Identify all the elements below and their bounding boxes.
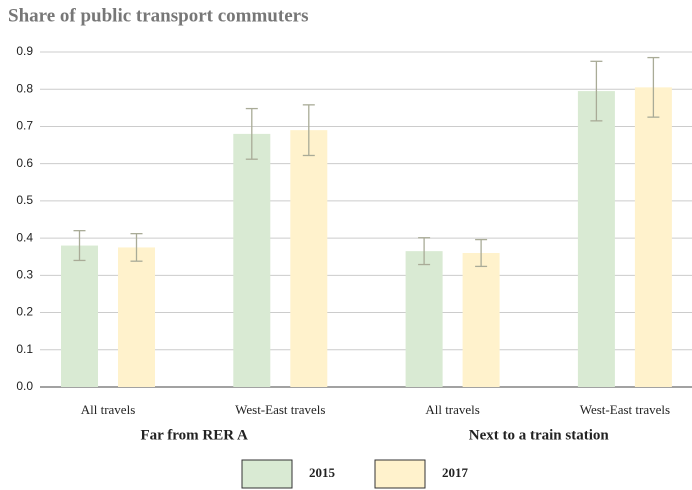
- bar: [634, 87, 672, 387]
- error-bar: [590, 60, 603, 122]
- legend-swatch: [374, 459, 426, 489]
- error-bar: [418, 237, 431, 266]
- bar: [290, 130, 328, 387]
- bar: [61, 245, 98, 387]
- y-tick-label: 0.4: [16, 230, 33, 244]
- bar: [462, 253, 500, 387]
- error-bar: [475, 238, 488, 268]
- bar: [405, 251, 443, 387]
- legend-label: 2015: [309, 465, 336, 480]
- y-tick-label: 0.0: [16, 379, 33, 393]
- y-tick-label: 0.8: [16, 81, 33, 95]
- chart-title: Share of public transport commuters: [8, 5, 308, 26]
- error-bar: [647, 56, 660, 118]
- x-tick-label: West-East travels: [235, 402, 325, 417]
- y-tick-label: 0.7: [16, 119, 33, 133]
- y-tick-label: 0.6: [16, 156, 33, 170]
- bar: [118, 247, 155, 387]
- x-tick-label: All travels: [425, 402, 480, 417]
- x-tick-label: West-East travels: [580, 402, 670, 417]
- x-tick-label: All travels: [81, 402, 136, 417]
- y-tick-label: 0.5: [16, 193, 33, 207]
- y-tick-label: 0.2: [16, 305, 33, 319]
- y-tick-label: 0.9: [16, 44, 33, 58]
- bar: [577, 91, 615, 387]
- group-label: Far from RER A: [140, 427, 248, 443]
- bar: [233, 133, 271, 387]
- legend-label: 2017: [442, 465, 469, 480]
- y-tick-label: 0.3: [16, 268, 33, 282]
- error-bar: [245, 107, 258, 160]
- y-tick-label: 0.1: [16, 342, 33, 356]
- group-label: Next to a train station: [469, 427, 610, 443]
- error-bar: [73, 230, 86, 262]
- error-bar: [130, 232, 143, 262]
- legend-swatch: [241, 459, 293, 489]
- error-bar: [302, 104, 315, 157]
